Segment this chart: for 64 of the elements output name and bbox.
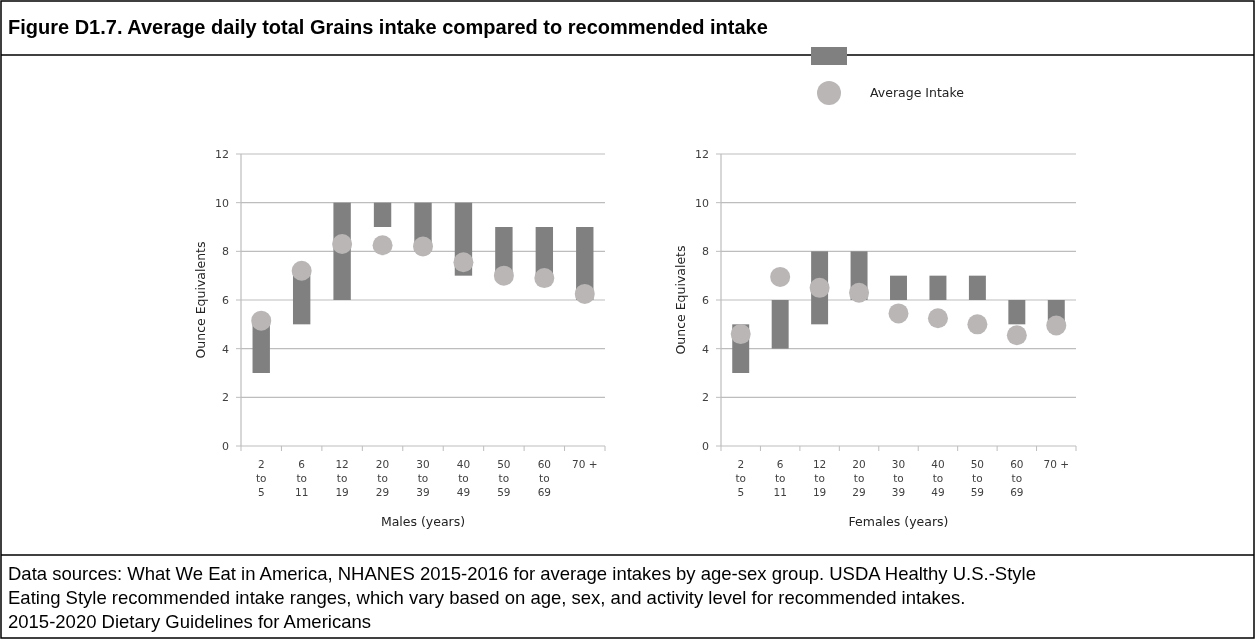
point	[372, 235, 393, 256]
x-tick-label: 60 to 69	[1010, 458, 1024, 498]
legend-label: Average Intake	[870, 85, 965, 101]
y-tick-label: 8	[222, 245, 229, 259]
y-axis-title: Ounce Equivalets	[673, 245, 688, 355]
x-tick-label: 20 to 29	[375, 458, 390, 498]
point	[574, 283, 595, 304]
point	[967, 314, 988, 335]
y-tick-label: 10	[695, 196, 709, 210]
point	[534, 268, 555, 289]
x-tick-label: 30 to 39	[416, 458, 430, 498]
bar	[968, 275, 986, 300]
point	[888, 303, 909, 324]
x-tick-label: 70 +	[572, 458, 598, 470]
y-axis-title: Ounce Equivalents	[193, 241, 208, 359]
x-tick-label: 20 to 29	[852, 458, 866, 498]
y-tick-label: 4	[222, 342, 229, 356]
point	[730, 324, 751, 345]
bar	[1008, 300, 1026, 325]
y-tick-label: 8	[702, 245, 709, 259]
point	[927, 308, 948, 329]
point	[332, 234, 353, 255]
y-tick-label: 10	[215, 196, 229, 210]
y-tick-label: 6	[702, 293, 709, 307]
y-tick-label: 4	[702, 342, 709, 356]
x-axis-title: Females (years)	[848, 514, 949, 529]
x-tick-label: 50 to 59	[497, 458, 511, 498]
point	[493, 265, 514, 286]
bar	[890, 275, 907, 300]
point	[291, 260, 312, 281]
bar	[771, 300, 789, 349]
x-tick-label: 2 to 5	[255, 458, 267, 498]
point	[770, 266, 791, 287]
x-tick-label: 12 to 19	[335, 458, 349, 498]
bar	[929, 275, 947, 300]
y-tick-label: 0	[702, 439, 709, 453]
text: Data sources: What We Eat in America, NHANES 2015-2016 for average intakes by age-sex group. USDA Healthy U.S.-Style Eating Style recommended intake ranges, which vary based on age, sex, and activity level for recommended intakes. 2015-2020 Dietary Guidelines for Americans	[8, 563, 1036, 632]
x-tick-label: 2 to 5	[735, 458, 746, 498]
y-tick-label: 2	[702, 391, 709, 405]
bar	[292, 275, 311, 325]
y-tick-label: 2	[222, 391, 229, 405]
point	[413, 236, 433, 257]
point	[453, 252, 474, 273]
x-tick-label: 40 to 49	[456, 458, 471, 498]
point	[1046, 315, 1067, 336]
chart-title: Figure D1.7. Average daily total Grains intake compared to recommended intake	[8, 16, 768, 38]
bar	[373, 202, 392, 227]
x-tick-label: 40 to 49	[931, 458, 945, 498]
y-tick-label: 12	[215, 147, 229, 161]
point	[809, 277, 830, 298]
y-tick-label: 12	[695, 147, 709, 161]
point	[251, 310, 272, 331]
x-tick-label: 12 to 19	[812, 458, 827, 498]
y-tick-label: 0	[222, 439, 229, 453]
y-tick-label: 6	[222, 293, 229, 307]
point	[1006, 325, 1027, 346]
x-tick-label: 50 to 59	[970, 458, 985, 498]
x-tick-label: 6 to 11	[773, 458, 787, 498]
x-tick-label: 70 +	[1043, 458, 1070, 470]
x-tick-label: 30 to 39	[891, 458, 906, 498]
x-axis-title: Males (years)	[380, 514, 466, 529]
point	[849, 282, 870, 303]
x-tick-label: 60 to 69	[537, 458, 552, 498]
x-tick-label: 6 to 11	[294, 458, 309, 498]
